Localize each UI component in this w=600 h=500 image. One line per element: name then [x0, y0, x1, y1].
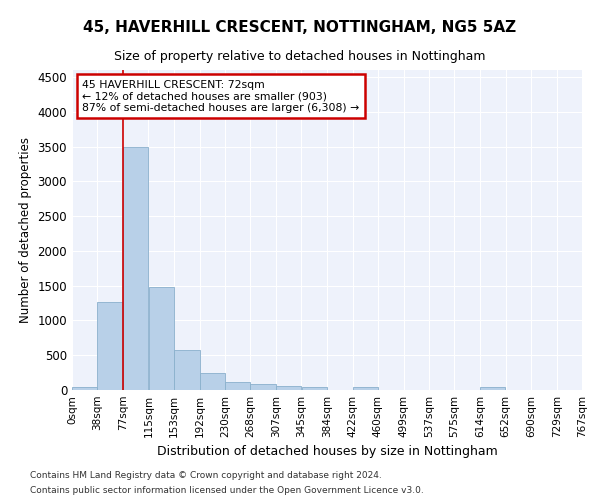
Bar [302, 387, 327, 390]
Bar [353, 386, 378, 390]
Bar [149, 287, 173, 390]
Bar [200, 374, 225, 390]
Bar [97, 302, 123, 390]
X-axis label: Distribution of detached houses by size in Nottingham: Distribution of detached houses by size … [157, 446, 497, 458]
Bar [481, 386, 505, 390]
Text: Contains HM Land Registry data © Crown copyright and database right 2024.: Contains HM Land Registry data © Crown c… [30, 471, 382, 480]
Text: Contains public sector information licensed under the Open Government Licence v3: Contains public sector information licen… [30, 486, 424, 495]
Bar [124, 146, 148, 390]
Bar [276, 386, 301, 390]
Text: 45, HAVERHILL CRESCENT, NOTTINGHAM, NG5 5AZ: 45, HAVERHILL CRESCENT, NOTTINGHAM, NG5 … [83, 20, 517, 35]
Text: Size of property relative to detached houses in Nottingham: Size of property relative to detached ho… [114, 50, 486, 63]
Text: 45 HAVERHILL CRESCENT: 72sqm
← 12% of detached houses are smaller (903)
87% of s: 45 HAVERHILL CRESCENT: 72sqm ← 12% of de… [82, 80, 359, 113]
Y-axis label: Number of detached properties: Number of detached properties [19, 137, 32, 323]
Bar [225, 382, 250, 390]
Bar [72, 387, 97, 390]
Bar [174, 350, 199, 390]
Bar [250, 384, 276, 390]
